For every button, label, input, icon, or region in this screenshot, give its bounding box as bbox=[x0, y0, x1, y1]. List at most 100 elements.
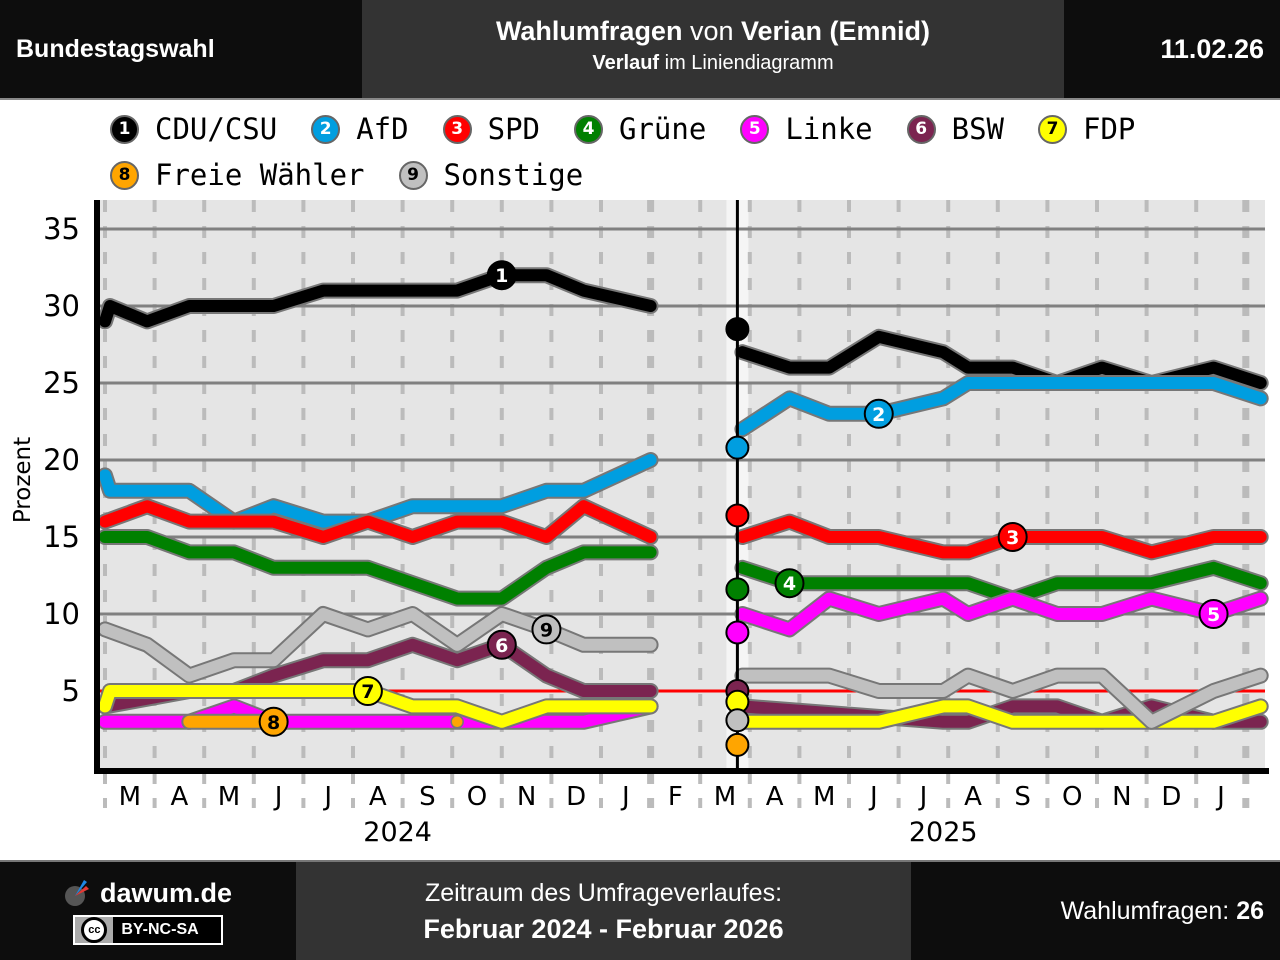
legend-label: Sonstige bbox=[443, 158, 584, 192]
creative-commons-icon: cc bbox=[75, 916, 114, 943]
series-label-number: 9 bbox=[540, 619, 553, 641]
license-badge[interactable]: cc BY-NC-SA bbox=[73, 914, 223, 945]
subtitle-part-2: im Liniendiagramm bbox=[659, 52, 834, 74]
series-label-badge bbox=[486, 260, 517, 291]
footer: dawum.de cc BY-NC-SA Zeitraum des Umfrag… bbox=[0, 860, 1280, 960]
series-label-badge bbox=[352, 676, 383, 706]
series-line-fdp bbox=[736, 700, 1267, 728]
series-label-number: 2 bbox=[872, 404, 885, 426]
legend-badge: 4 bbox=[574, 114, 603, 144]
series-line-gr-ne bbox=[736, 561, 1267, 605]
legend-badge: 3 bbox=[442, 114, 472, 144]
x-month-label: J bbox=[868, 782, 878, 812]
series-label-number: 4 bbox=[783, 573, 796, 595]
y-axis-title: Prozent bbox=[10, 437, 36, 523]
x-month-label: J bbox=[1215, 782, 1225, 812]
y-tick-label: 35 bbox=[43, 212, 80, 246]
x-month-label: M bbox=[813, 782, 835, 812]
y-tick-label: 10 bbox=[43, 597, 80, 631]
election-result-dot bbox=[725, 317, 750, 342]
legend-badge: 6 bbox=[906, 114, 936, 144]
legend: 1 CDU/CSU 2 AfD 3 SPD 4 Grüne 5 Linke 6 BSW 7 FDP 8 Fr… bbox=[110, 106, 1230, 198]
series-label-number: 6 bbox=[495, 635, 508, 657]
legend-badge: 8 bbox=[110, 160, 139, 190]
y-axis bbox=[94, 200, 100, 774]
license-text: BY-NC-SA bbox=[121, 920, 199, 938]
series-line-spd bbox=[736, 515, 1267, 559]
series-line-spd bbox=[99, 500, 657, 543]
series-line-fdp bbox=[99, 685, 657, 728]
legend-item-sonstige[interactable]: 9 Sonstige bbox=[398, 158, 584, 192]
x-month-label: O bbox=[1062, 782, 1082, 812]
x-month-label: J bbox=[620, 782, 630, 812]
x-month-label: J bbox=[273, 782, 283, 812]
y-tick-label: 30 bbox=[43, 289, 80, 323]
series-line-gr-ne bbox=[99, 531, 657, 605]
x-month-label: O bbox=[467, 782, 487, 812]
subtitle-part-1: Verlauf bbox=[592, 52, 660, 74]
legend-item-spd[interactable]: 3 SPD bbox=[442, 112, 540, 146]
legend-item-freie-wähler[interactable]: 8 Freie Wähler bbox=[110, 158, 365, 192]
legend-item-fdp[interactable]: 7 FDP bbox=[1038, 112, 1135, 146]
legend-item-linke[interactable]: 5 Linke bbox=[740, 112, 873, 146]
series-label-badge bbox=[863, 398, 894, 429]
x-month-label: D bbox=[1161, 782, 1181, 812]
legend-label: CDU/CSU bbox=[155, 112, 278, 146]
series-line-cdu-csu bbox=[99, 269, 657, 328]
footer-period: Zeitraum des Umfrageverlaufes: Februar 2… bbox=[296, 862, 911, 960]
series-line-linke bbox=[736, 592, 1267, 636]
series-label-number: 3 bbox=[1006, 527, 1019, 549]
legend-badge: 2 bbox=[311, 114, 341, 144]
x-month-label: N bbox=[517, 782, 536, 812]
x-month-label: M bbox=[119, 782, 141, 812]
legend-label: FDP bbox=[1083, 112, 1136, 146]
chart-area: 5 10 15 20 25 30 35 1 2 3 4 5 6 7 8 9 M A M J J A S O N D J F M A M J J A… bbox=[0, 195, 1280, 860]
series-label-number: 7 bbox=[361, 681, 374, 703]
dawum-logo-icon bbox=[64, 880, 89, 906]
period-label: Zeitraum des Umfrageverlaufes: bbox=[424, 879, 783, 907]
header-date: 11.02.26 bbox=[1064, 0, 1280, 98]
x-year-label: 2024 bbox=[363, 817, 432, 848]
legend-badge: 5 bbox=[740, 114, 770, 144]
legend-item-afd[interactable]: 2 AfD bbox=[311, 112, 409, 146]
footer-poll-count: Wahlumfragen: 26 bbox=[911, 862, 1280, 960]
x-month-label: M bbox=[714, 782, 736, 812]
series-label-badge bbox=[486, 629, 517, 660]
x-month-label: A bbox=[766, 782, 784, 812]
legend-label: Linke bbox=[785, 112, 873, 146]
legend-item-bsw[interactable]: 6 BSW bbox=[906, 112, 1004, 146]
y-tick-label: 5 bbox=[62, 674, 80, 708]
series-label-badge bbox=[997, 522, 1028, 552]
title-part-2: von bbox=[682, 16, 741, 46]
legend-label: SPD bbox=[487, 112, 540, 146]
poll-count-value: 26 bbox=[1236, 896, 1264, 925]
period-value: Februar 2024 - Februar 2026 bbox=[423, 914, 784, 944]
x-month-label: F bbox=[668, 782, 683, 812]
election-result-dot bbox=[725, 435, 750, 460]
election-result-dot bbox=[725, 577, 750, 602]
election-result-dot bbox=[725, 620, 750, 645]
series-point-8 bbox=[450, 715, 464, 729]
header-center: Wahlumfragen von Verian (Emnid) Verlauf … bbox=[362, 0, 1064, 98]
series-label-number: 5 bbox=[1207, 604, 1220, 626]
series-label-number: 8 bbox=[267, 712, 280, 734]
x-month-label: A bbox=[964, 782, 982, 812]
x-month-label: A bbox=[171, 782, 189, 812]
title-part-1: Wahlumfragen bbox=[495, 16, 683, 46]
y-tick-label: 25 bbox=[43, 366, 80, 400]
legend-item-grüne[interactable]: 4 Grüne bbox=[574, 112, 706, 146]
x-month-label: S bbox=[1014, 782, 1031, 812]
legend-item-cdu-csu[interactable]: 1 CDU/CSU bbox=[110, 112, 277, 146]
y-tick-label: 20 bbox=[43, 443, 80, 477]
title-institute: Verian (Emnid) bbox=[741, 16, 931, 46]
x-month-label: J bbox=[918, 782, 928, 812]
legend-badge: 7 bbox=[1038, 114, 1068, 144]
x-month-label: S bbox=[419, 782, 436, 812]
poll-count-label: Wahlumfragen: bbox=[1060, 896, 1230, 925]
series-line-sonstige bbox=[736, 669, 1267, 728]
brand-name[interactable]: dawum.de bbox=[99, 877, 233, 908]
election-result-dot bbox=[725, 708, 750, 733]
legend-label: Grüne bbox=[619, 112, 707, 146]
header-divider bbox=[0, 98, 1280, 100]
series-line-afd bbox=[736, 377, 1267, 436]
